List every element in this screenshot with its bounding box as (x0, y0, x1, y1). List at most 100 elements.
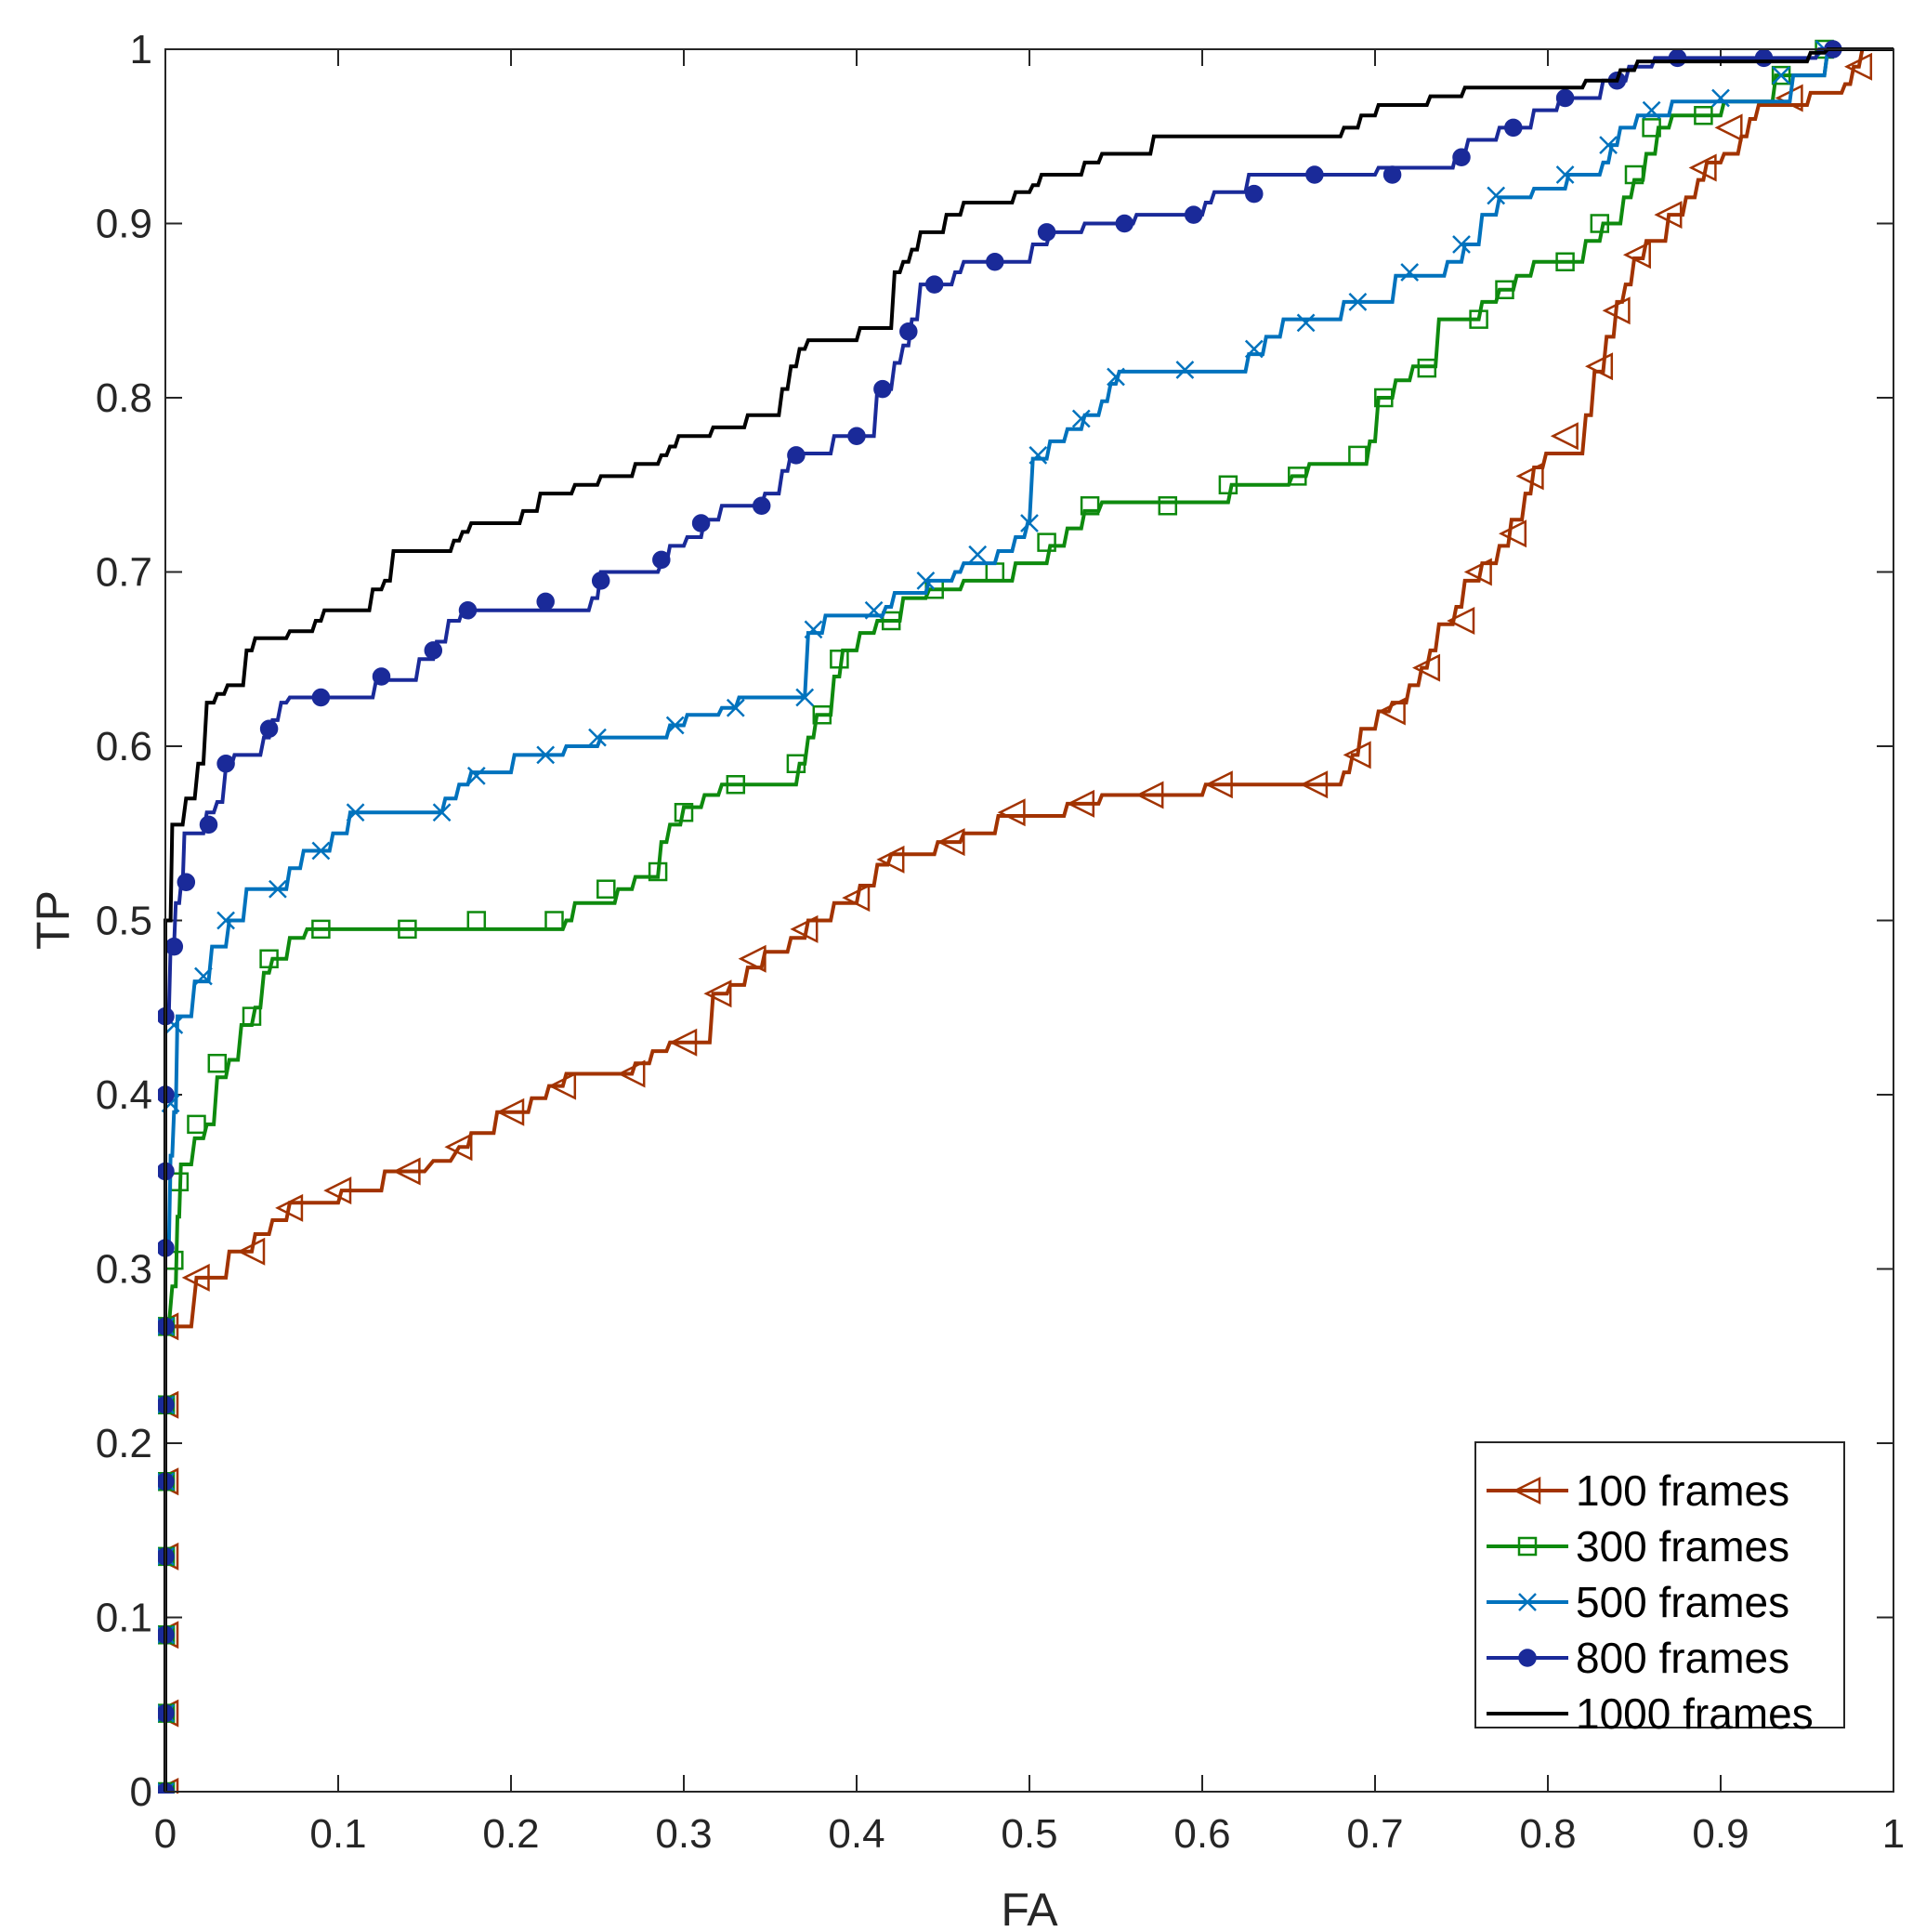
legend-item: 800 frames (1487, 1634, 1789, 1682)
y-tick-label: 0.5 (96, 899, 152, 944)
data-point-marker (392, 1157, 421, 1186)
data-point-marker (372, 667, 391, 686)
data-point-marker (1245, 184, 1264, 204)
x-marker-stroke (1107, 367, 1125, 387)
data-point-marker (536, 745, 556, 765)
legend-items: 100 frames 300 frames 500 frames 800 frames… (1487, 1466, 1814, 1738)
x-tick-label: 0.6 (1173, 1811, 1230, 1857)
data-point-marker (432, 803, 452, 822)
legend-label: 1000 frames (1576, 1689, 1814, 1738)
data-point-marker (194, 966, 213, 986)
legend-label: 800 frames (1576, 1634, 1789, 1682)
data-point-marker (790, 914, 819, 943)
data-point-marker (466, 766, 486, 785)
x-marker-stroke (1487, 186, 1506, 205)
x-marker-stroke (269, 879, 287, 899)
legend-item: 100 frames (1487, 1466, 1789, 1515)
series-line (164, 47, 1893, 1792)
x-tick-label: 0.3 (655, 1811, 712, 1857)
data-point-marker (1624, 164, 1644, 185)
series-300-frames (158, 39, 1893, 1794)
data-point-marker (1711, 88, 1730, 108)
data-point-marker (1400, 263, 1420, 282)
data-point-marker (1020, 514, 1039, 532)
x-marker-stroke (1175, 361, 1195, 379)
data-point-marker (847, 427, 866, 445)
y-tick-label: 1 (130, 27, 152, 72)
data-point-marker (1688, 153, 1717, 182)
y-tick-label: 0.7 (96, 550, 152, 596)
data-point-marker (1029, 445, 1048, 465)
data-point-marker (237, 1237, 266, 1266)
data-point-marker (1654, 201, 1683, 230)
data-point-marker (346, 803, 365, 822)
data-point-marker (1555, 88, 1575, 108)
data-point-marker (207, 1054, 228, 1073)
x-marker-stroke (216, 911, 235, 930)
data-point-marker (1382, 165, 1402, 184)
data-point-marker (669, 1028, 698, 1057)
data-point-marker (1668, 48, 1687, 68)
x-marker-stroke (466, 766, 486, 785)
data-point-marker (1590, 214, 1610, 233)
series-layer (158, 39, 1893, 1794)
x-marker-stroke (346, 803, 365, 822)
legend-item: 500 frames (1487, 1578, 1789, 1626)
series-line (164, 47, 1893, 1792)
x-marker-stroke (1244, 339, 1264, 359)
data-point-marker (1452, 235, 1471, 254)
legend-label: 300 frames (1576, 1522, 1789, 1571)
data-point-marker (311, 688, 331, 707)
x-tick-label: 0.5 (1001, 1811, 1057, 1857)
x-tick-label: 0.2 (482, 1811, 539, 1857)
data-point-marker (275, 1193, 304, 1222)
x-tick-label: 0.4 (828, 1811, 884, 1857)
data-point-marker (199, 815, 218, 835)
y-tick-label: 0.6 (96, 724, 152, 769)
legend-marker (1518, 1593, 1537, 1611)
data-point-marker (726, 698, 745, 717)
legend-label: 100 frames (1576, 1466, 1789, 1515)
data-point-marker (1771, 65, 1791, 85)
legend-marker (1513, 1476, 1541, 1505)
data-point-marker (1487, 186, 1506, 205)
y-tick-label: 0.8 (96, 375, 152, 421)
x-marker-stroke (968, 545, 988, 564)
x-marker-stroke (588, 728, 607, 747)
x-marker-stroke (1296, 313, 1316, 333)
data-point-marker (1694, 106, 1713, 125)
x-marker-stroke (795, 688, 815, 707)
data-point-marker (1469, 309, 1488, 329)
data-point-marker (674, 803, 694, 822)
data-point-marker (1495, 280, 1514, 299)
x-marker-stroke (1029, 445, 1048, 465)
x-marker-stroke (864, 600, 884, 620)
data-point-marker (1504, 118, 1523, 138)
data-point-marker (873, 379, 892, 399)
data-point-marker (830, 650, 849, 669)
legend-marker (1518, 1649, 1537, 1667)
data-point-marker (466, 911, 487, 930)
series-1000-frames (164, 47, 1893, 1792)
data-point-marker (703, 979, 732, 1008)
data-point-marker (591, 572, 610, 590)
data-point-marker (1452, 148, 1471, 166)
y-tick-label: 0.4 (96, 1072, 152, 1118)
data-point-marker (496, 1097, 525, 1126)
data-point-marker (924, 275, 944, 294)
data-point-marker (1107, 367, 1125, 387)
x-marker-stroke (1772, 66, 1790, 85)
legend-item: 1000 frames (1487, 1689, 1814, 1738)
data-point-marker (691, 514, 711, 532)
data-point-marker (1300, 770, 1329, 799)
legend-label: 500 frames (1576, 1578, 1789, 1626)
x-marker-stroke (726, 698, 745, 717)
data-point-marker (1585, 352, 1614, 381)
data-point-marker (269, 879, 287, 899)
plot-frame (164, 48, 1894, 1793)
data-point-marker (864, 600, 884, 620)
data-point-marker (1175, 361, 1195, 379)
y-axis-title: TP (27, 890, 79, 950)
data-point-marker (1550, 422, 1579, 451)
x-marker-stroke (536, 745, 556, 765)
